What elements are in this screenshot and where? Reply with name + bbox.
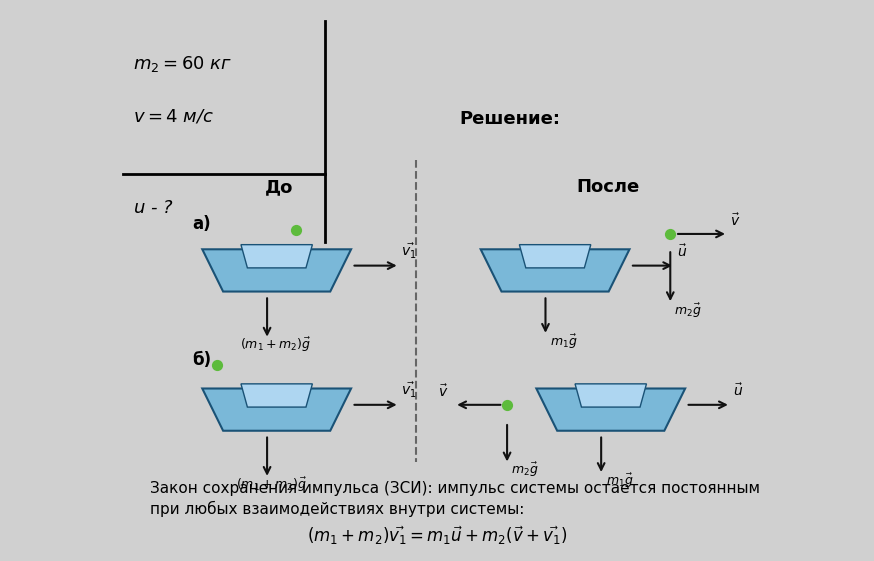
Text: $\vec{u}$: $\vec{u}$ [677,243,687,260]
Text: $(m_1+m_2)\vec{v_1} = m_1\vec{u} + m_2(\vec{v}+\vec{v_1})$: $(m_1+m_2)\vec{v_1} = m_1\vec{u} + m_2(\… [307,524,567,546]
Text: До: До [265,178,293,196]
Polygon shape [241,384,312,407]
Point [500,401,514,410]
Polygon shape [519,245,591,268]
Text: Закон сохранения импульса (ЗСИ): импульс системы остается постоянным: Закон сохранения импульса (ЗСИ): импульс… [150,481,760,496]
Polygon shape [202,389,351,431]
Text: $m_2 = 60$ кг: $m_2 = 60$ кг [133,54,232,74]
Text: $(m_1+m_2)\vec{g}$: $(m_1+m_2)\vec{g}$ [240,336,311,355]
Point [210,360,224,369]
Polygon shape [481,249,629,292]
Text: $(m_1+m_2)\vec{g}$: $(m_1+m_2)\vec{g}$ [236,475,307,494]
Polygon shape [202,249,351,292]
Text: б): б) [192,351,212,369]
Polygon shape [241,245,312,268]
Text: $m_2\vec{g}$: $m_2\vec{g}$ [674,302,702,320]
Text: $\vec{u}$: $\vec{u}$ [732,382,743,399]
Text: $u$ - ?: $u$ - ? [133,199,173,217]
Text: $m_2\vec{g}$: $m_2\vec{g}$ [511,461,538,479]
Text: $\vec{v}$: $\vec{v}$ [730,212,740,229]
Point [663,229,677,238]
Text: $\vec{v_1}$: $\vec{v_1}$ [401,381,417,400]
Point [289,226,303,234]
Text: $v = 4$ м/с: $v = 4$ м/с [133,108,214,126]
Text: Решение:: Решение: [459,110,560,128]
Text: $m_1\vec{g}$: $m_1\vec{g}$ [606,472,634,490]
Text: $\vec{v_1}$: $\vec{v_1}$ [401,242,417,261]
Text: После: После [576,178,640,196]
Text: $m_1\vec{g}$: $m_1\vec{g}$ [551,332,578,351]
Text: а): а) [192,215,211,233]
Text: $\vec{v}$: $\vec{v}$ [438,383,448,399]
Polygon shape [537,389,685,431]
Polygon shape [575,384,647,407]
Text: при любых взаимодействиях внутри системы:: при любых взаимодействиях внутри системы… [150,500,524,517]
